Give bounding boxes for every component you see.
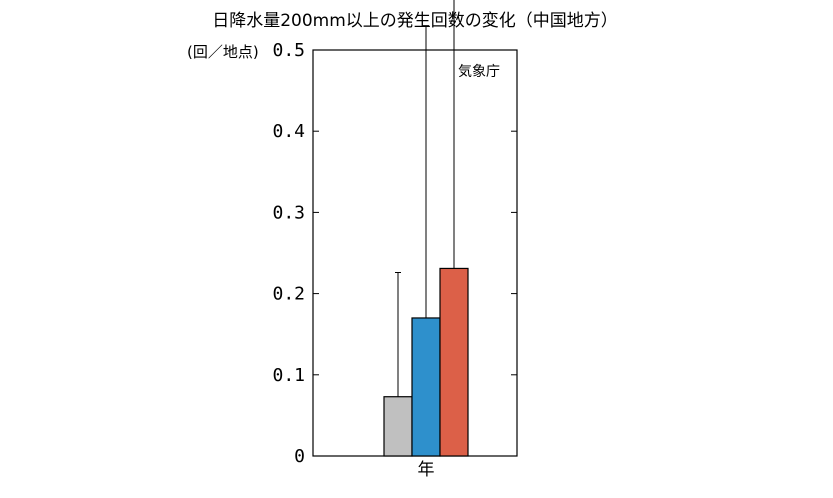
source-annotation: 気象庁 — [458, 64, 500, 80]
y-tick-label: 0.3 — [272, 202, 305, 223]
y-tick-label: 0.2 — [272, 284, 305, 305]
bar-series-2 — [411, 317, 441, 457]
chart-title: 日降水量200mm以上の発生回数の変化（中国地方） — [212, 11, 618, 31]
y-tick-label: 0.4 — [272, 121, 305, 142]
x-category-label: 年 — [418, 460, 435, 480]
bar-series-1 — [383, 396, 413, 457]
y-tick-label: 0.1 — [272, 365, 305, 386]
y-axis-label: (回／地点) — [187, 43, 259, 61]
y-tick-label: 0.5 — [272, 40, 305, 61]
y-tick-label: 0 — [294, 446, 305, 467]
bar-series-3 — [439, 267, 469, 457]
plot-area: 0 0.1 0.2 0.3 0.4 0.5 年 — [272, 0, 518, 480]
